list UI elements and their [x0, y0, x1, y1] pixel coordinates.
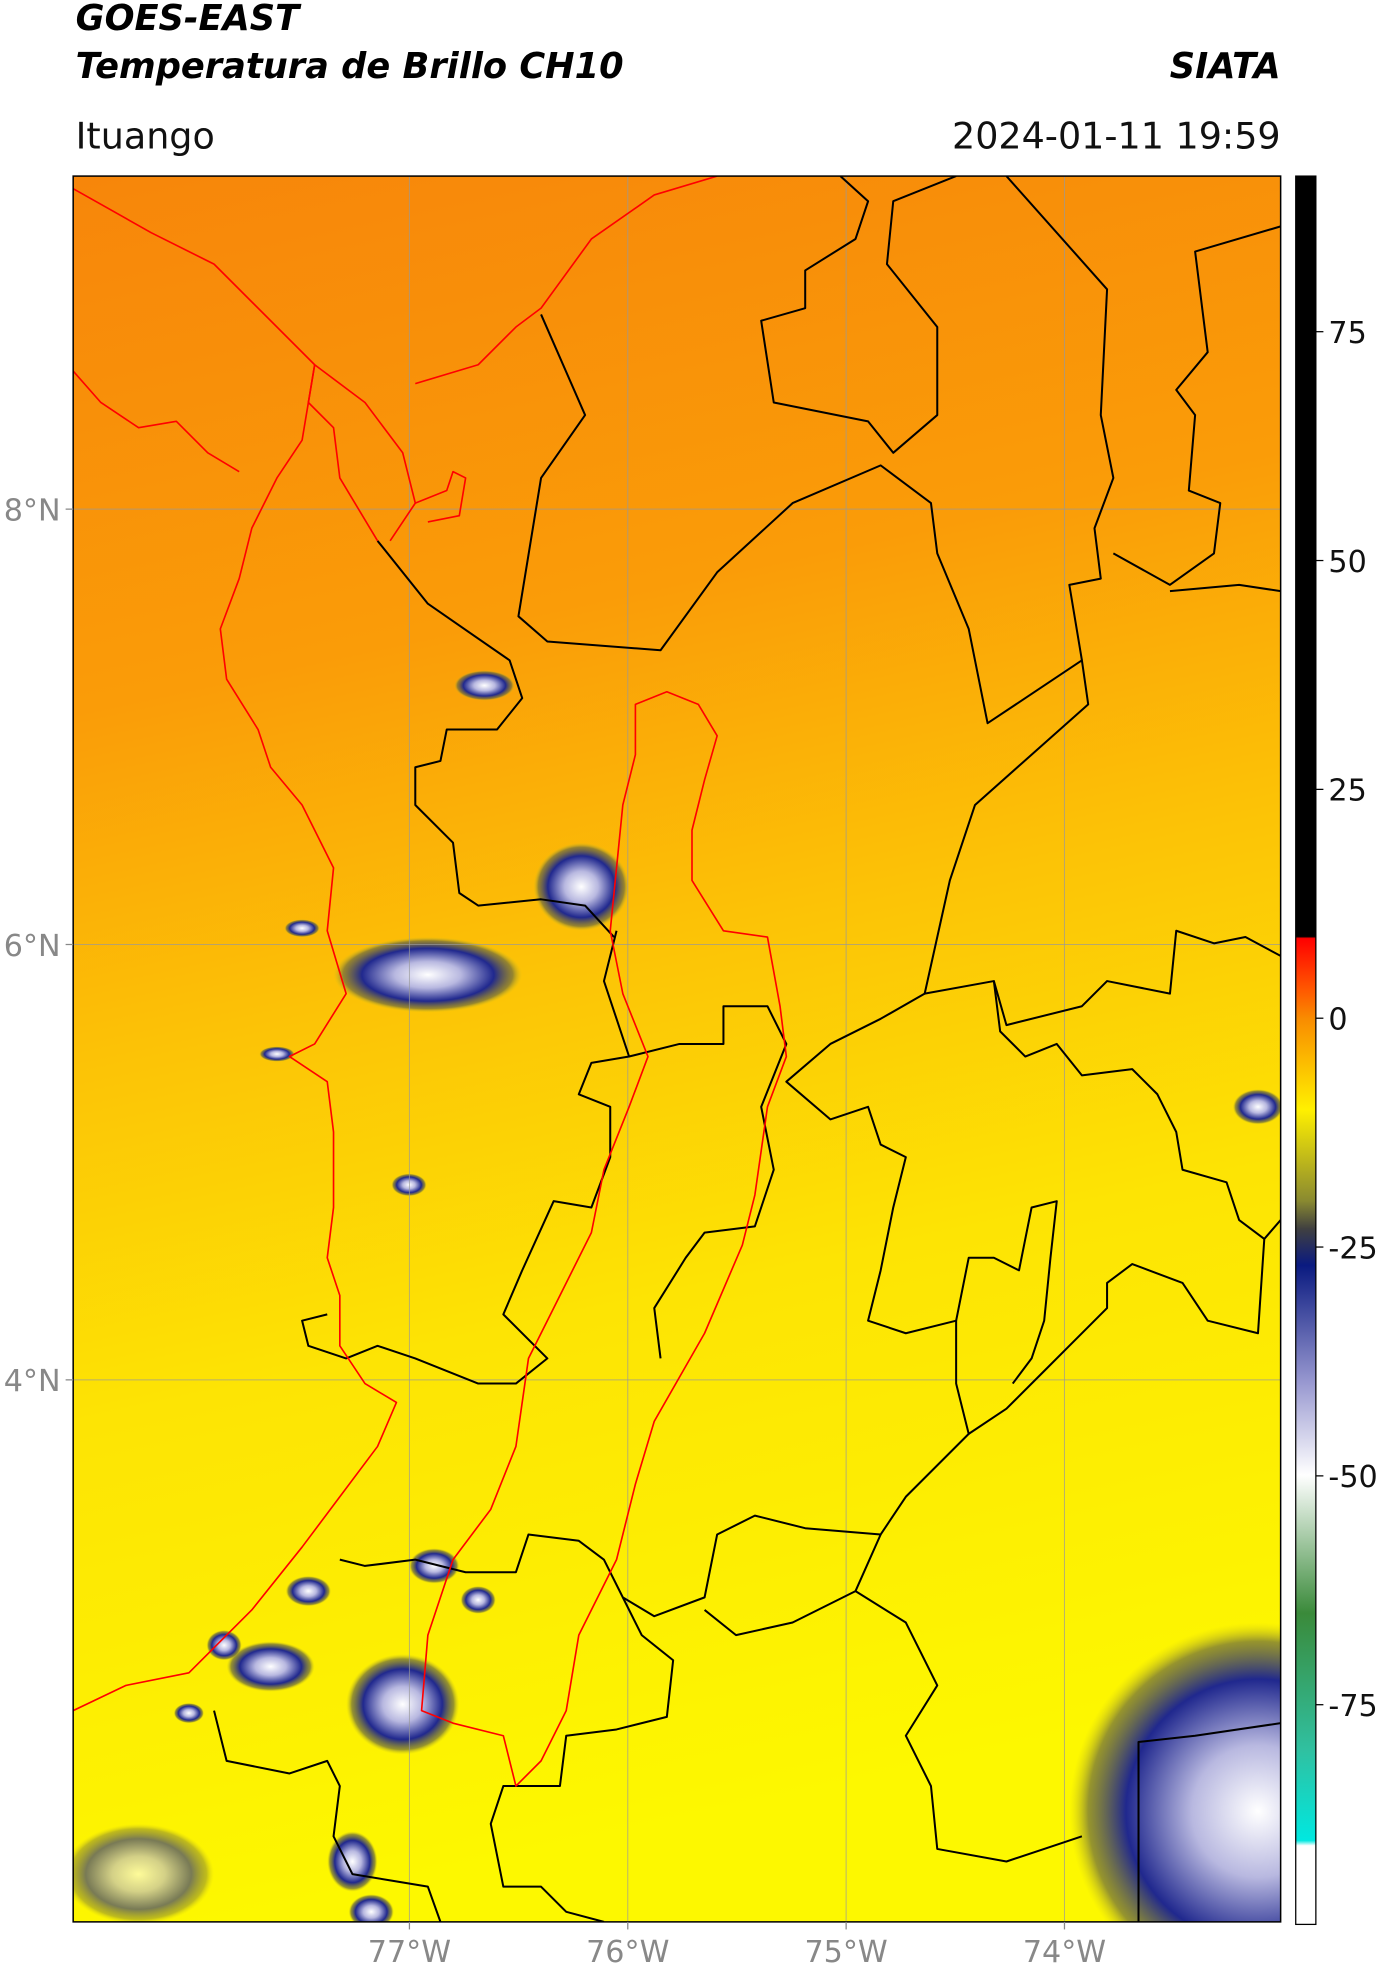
colorbar-tick-label: -25 — [1328, 1231, 1377, 1266]
y-tick-label: 8°N — [4, 493, 61, 528]
colorbar-tick-label: 75 — [1328, 316, 1366, 351]
map-image — [73, 176, 1281, 1922]
y-tick-label: 4°N — [4, 1364, 61, 1399]
red-outlines — [73, 176, 788, 1787]
title: GOES-EAST — [76, 0, 302, 39]
y-tick-label: 6°N — [4, 929, 61, 964]
colorbar-tick-label: 0 — [1328, 1003, 1347, 1038]
datetime: 2024-01-11 19:59 — [952, 114, 1281, 157]
x-tick-label: 76°W — [586, 1935, 669, 1970]
ticks: 77°W 76°W 75°W 74°W 4°N 6°N 8°N -75 -50 -25 0 25 50 7… — [4, 316, 1378, 1970]
x-tick-label: 74°W — [1023, 1935, 1106, 1970]
subtitle: Temperatura de Brillo CH10 — [76, 46, 624, 87]
location: Ituango — [76, 114, 215, 157]
grid — [73, 176, 1281, 1922]
x-tick-label: 75°W — [804, 1935, 887, 1970]
colorbar-tick-label: 50 — [1328, 545, 1366, 580]
borders — [213, 176, 1281, 1922]
colorbar-tick-label: -50 — [1328, 1460, 1377, 1495]
organization: SIATA — [1170, 46, 1281, 87]
map-frame — [72, 175, 1282, 1923]
colorbar — [1295, 175, 1317, 1926]
x-tick-label: 77°W — [368, 1935, 451, 1970]
colorbar-tick-label: -75 — [1328, 1689, 1377, 1724]
colorbar-tick-label: 25 — [1328, 774, 1366, 809]
